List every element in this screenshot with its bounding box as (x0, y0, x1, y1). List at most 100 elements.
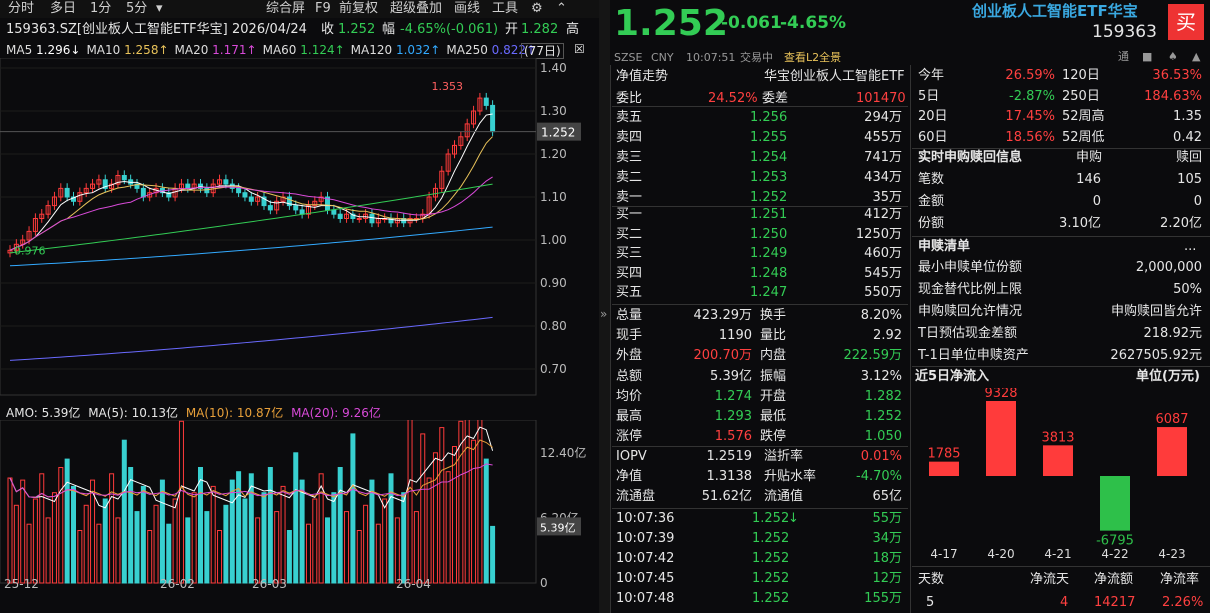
y-tick-label: 1.30 (540, 104, 567, 118)
stat-label: 溢折率 (764, 449, 804, 464)
stat-value: 5.39亿 (710, 368, 752, 384)
candle-body (464, 123, 470, 138)
tag-up-icon[interactable]: ▲ (1192, 50, 1201, 63)
candle-body (255, 196, 261, 202)
close-chart-icon[interactable]: ☒ (574, 42, 585, 56)
inflow-value-label: 1785 (927, 447, 960, 462)
candle-body (331, 209, 337, 215)
menu-overlay[interactable]: 超级叠加 (390, 1, 443, 16)
candle-body (140, 187, 146, 198)
menu-tools[interactable]: 工具 (492, 1, 519, 16)
panel-divider-v2 (910, 65, 911, 613)
ask-price: 1.253 (750, 170, 788, 185)
stat-value: -4.70% (856, 469, 902, 485)
l2-link[interactable]: 查看L2全景 (784, 51, 842, 64)
candle-body (32, 218, 38, 232)
bid-label: 买一 (616, 207, 643, 222)
stat-value: 51.62亿 (701, 489, 752, 505)
period-select[interactable]: (77日) (521, 43, 564, 59)
ma-value: 0.822↑ (491, 43, 537, 57)
stat-value: 1.282 (864, 388, 902, 404)
menu-draw[interactable]: 画线 (454, 1, 481, 16)
volume-bar (445, 471, 451, 584)
redeem-label: 份额 (918, 216, 945, 231)
volume-bar (407, 420, 413, 584)
stat-value: 3.12% (860, 368, 902, 384)
stat-value: 200.70万 (693, 348, 753, 364)
nav-trend-tab: 净值走势 (616, 69, 669, 84)
volume-bar (77, 530, 83, 584)
ask-label: 卖二 (616, 170, 643, 185)
tab-multi-day[interactable]: 多日 (50, 1, 77, 16)
last-price: 1.252 (614, 3, 728, 44)
stat-label: 外盘 (616, 348, 643, 364)
fund-name: 创业板人工智能ETF华宝 (972, 2, 1138, 20)
candle-body (39, 213, 45, 219)
candlestick-chart[interactable]: 1.40 1.30 1.20 1.10 1.00 0.90 0.80 0.70 1.353 0.9… (0, 58, 600, 398)
stat-label: 52周低 (1062, 129, 1105, 145)
menu-adjust[interactable]: 前复权 (339, 1, 379, 16)
ma250-line (9, 316, 493, 361)
open-label: 开 (505, 22, 519, 37)
period-dropdown-icon[interactable]: ▾ (156, 1, 163, 16)
candle-body (102, 179, 108, 189)
stat-value: 0.01% (860, 449, 902, 464)
stat-value: 8.20% (860, 308, 902, 323)
open-value: 1.282 (521, 22, 559, 37)
redeem-value: 105 (1177, 172, 1202, 187)
tick-volume: 55万 (872, 511, 902, 526)
candle-body (483, 97, 489, 106)
volume-bar (261, 492, 267, 584)
stat-value: 65亿 (872, 489, 902, 505)
candle-body (267, 205, 273, 211)
stat-label: 最低 (760, 409, 787, 424)
redeem-value: 2.20亿 (1160, 216, 1202, 231)
candle-body (121, 175, 127, 181)
list-label: 申购赎回允许情况 (918, 304, 1023, 319)
divider (912, 148, 1210, 149)
volume-bar (344, 511, 350, 584)
menu-f9[interactable]: F9 (315, 1, 331, 16)
stat-value: 1.293 (714, 409, 752, 424)
ma-value: 1.124↑ (300, 43, 345, 57)
tag-square-icon[interactable]: ■ (1142, 50, 1153, 63)
stat-label: 量比 (760, 328, 787, 344)
stat-label: 涨停 (616, 429, 643, 445)
redeem-header-sell: 赎回 (1176, 150, 1203, 165)
tag-spade-icon[interactable]: ♠ (1168, 50, 1178, 63)
candle-body (293, 205, 299, 211)
tab-intraday[interactable]: 分时 (8, 1, 35, 16)
summary-header: 净流额 (1094, 572, 1134, 587)
tick-price: 1.252 (752, 591, 790, 606)
x-axis-label: 26-03 (252, 577, 287, 590)
collapse-arrow-icon[interactable]: » (600, 307, 608, 321)
stat-value: 36.53% (1152, 68, 1202, 83)
inflow-value-label: -6795 (1096, 534, 1134, 549)
volume-bar (102, 498, 108, 584)
chevron-up-icon[interactable]: ⌃ (556, 1, 567, 16)
tab-5min[interactable]: 5分 (126, 1, 148, 16)
candle-body (305, 205, 311, 215)
volume-bar (39, 473, 45, 584)
tick-price: 1.252 (752, 551, 790, 566)
y-tick-label: 0.70 (540, 362, 567, 376)
y-tick-label: 1.20 (540, 147, 567, 161)
collapse-bar[interactable] (599, 0, 610, 613)
buy-button[interactable]: 买 (1168, 4, 1204, 40)
tab-1min[interactable]: 1分 (90, 1, 112, 16)
candle-body (490, 104, 496, 133)
bid-price: 1.247 (750, 285, 788, 300)
gear-icon[interactable]: ⚙ (531, 1, 543, 16)
flow-unit: 单位(万元) (1136, 369, 1200, 384)
ma-label: MA5 (6, 43, 37, 57)
summary-header: 净流率 (1160, 572, 1200, 587)
menu-combined-screen[interactable]: 综合屏 (266, 1, 306, 16)
candle-body (109, 183, 115, 189)
stat-label: 流通值 (764, 489, 804, 505)
tag-tong[interactable]: 通 (1118, 50, 1129, 63)
volume-bar (83, 504, 89, 584)
ma60-line (9, 183, 493, 254)
stat-label: 20日 (918, 109, 948, 124)
volume-bar (147, 530, 153, 584)
